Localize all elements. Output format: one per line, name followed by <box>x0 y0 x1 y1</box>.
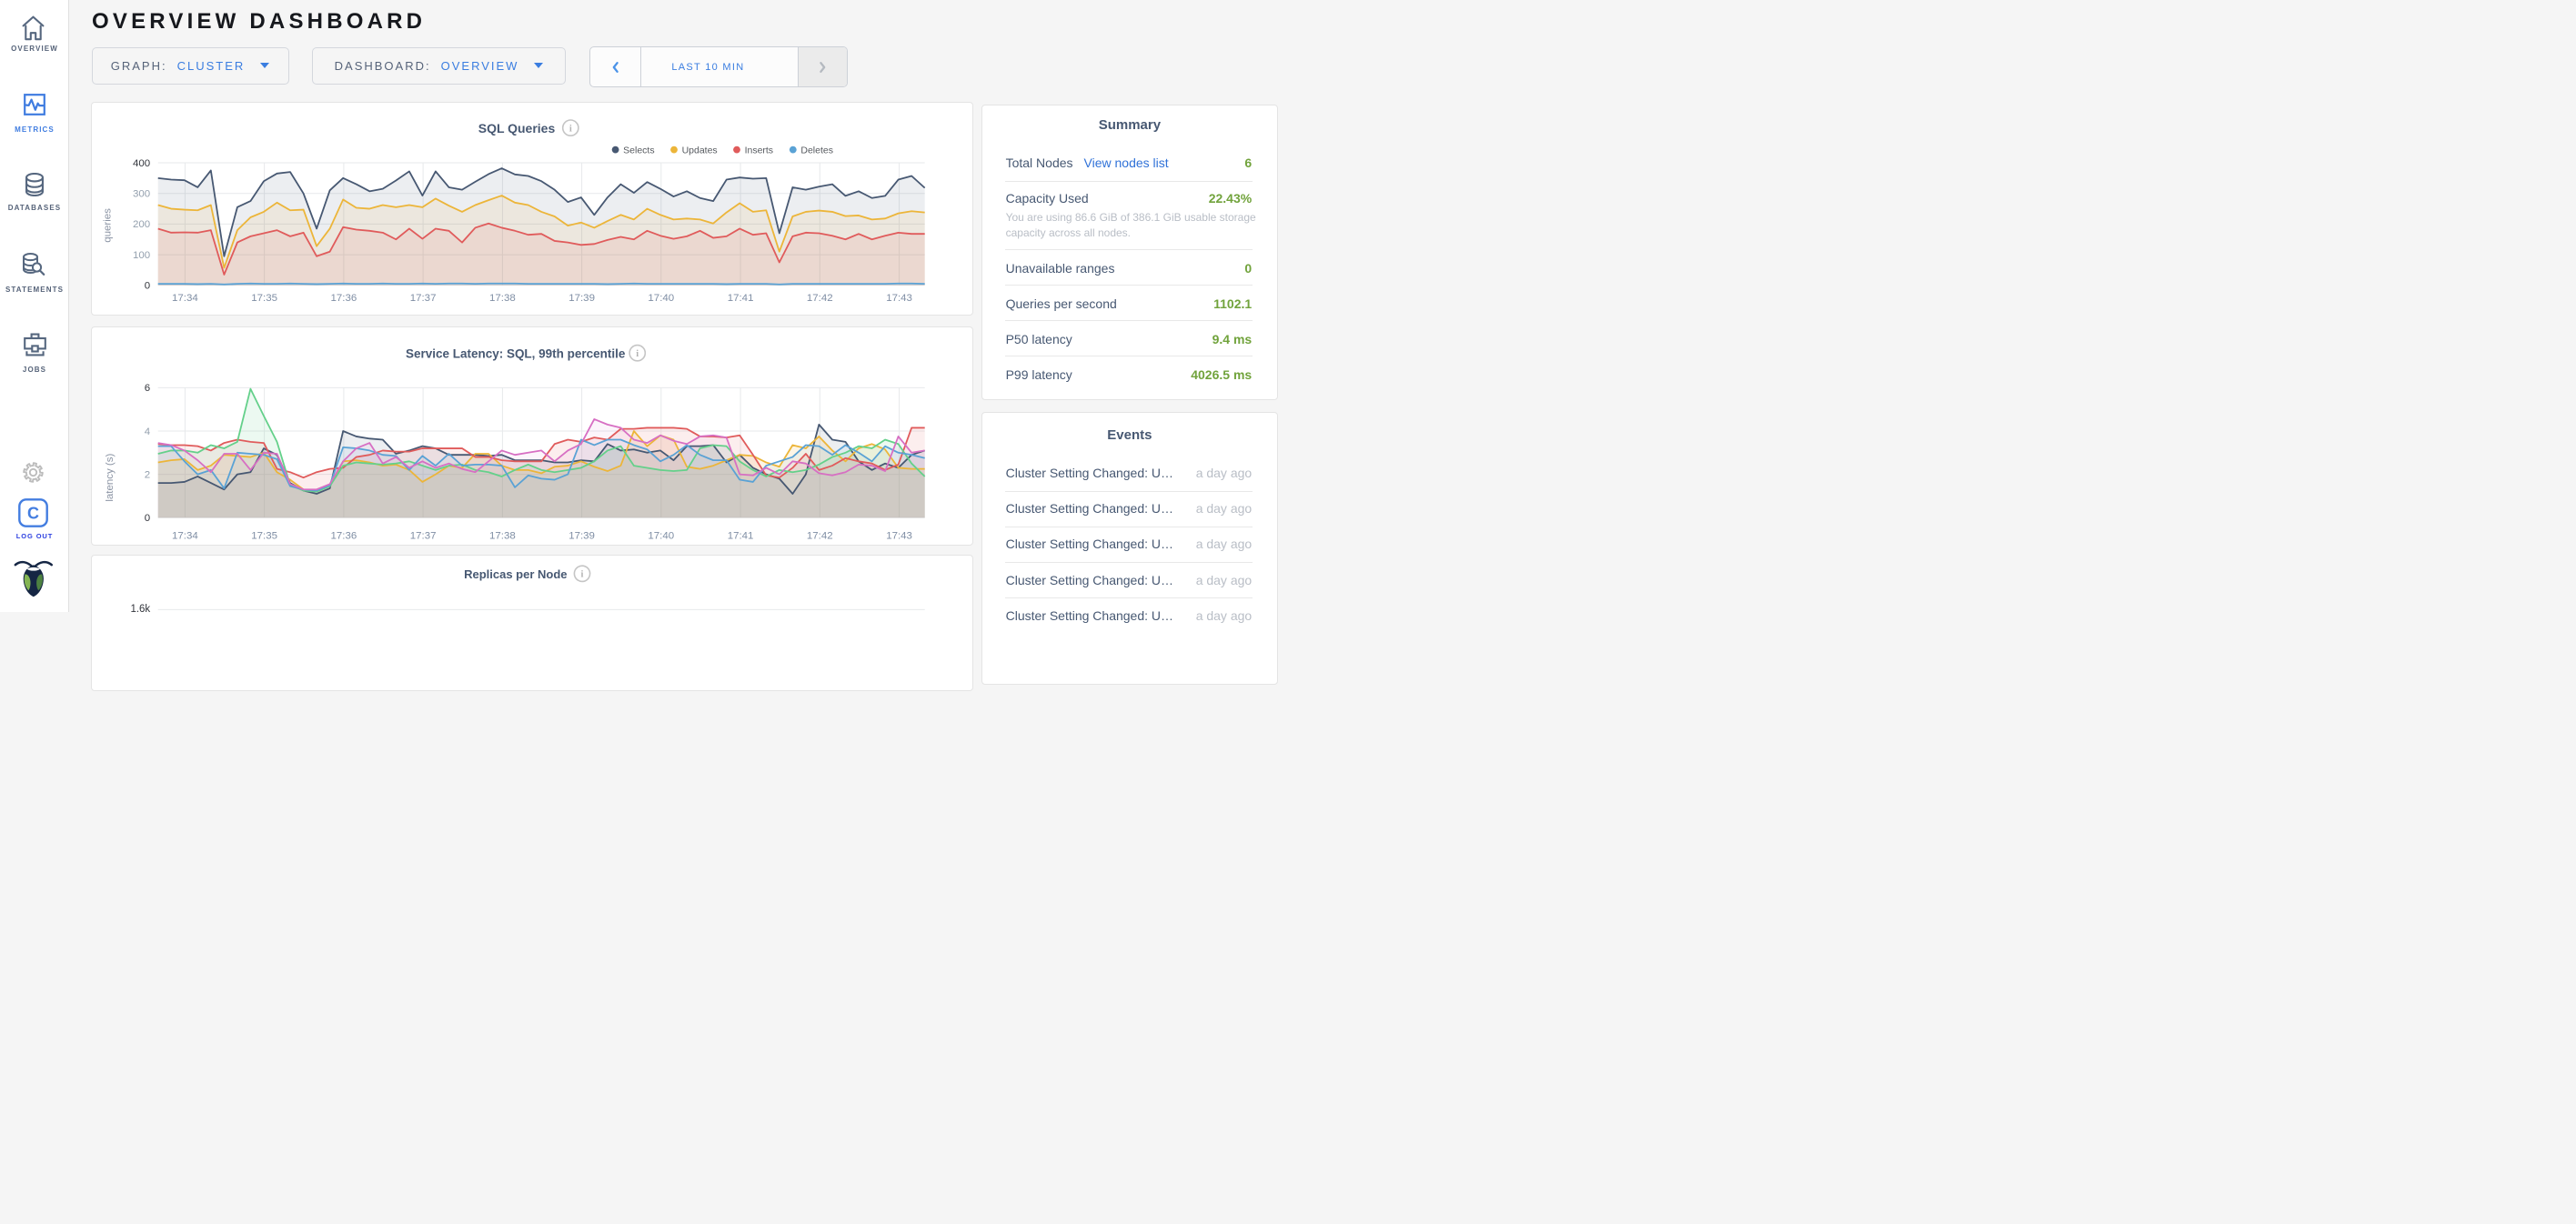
svg-text:17:38: 17:38 <box>489 530 516 541</box>
svg-text:17:39: 17:39 <box>569 293 596 304</box>
svg-text:17:35: 17:35 <box>252 293 278 304</box>
svg-text:queries: queries <box>103 207 114 242</box>
svg-text:latency (s): latency (s) <box>106 454 116 502</box>
svg-text:17:42: 17:42 <box>807 530 833 541</box>
svg-text:17:37: 17:37 <box>410 293 437 304</box>
svg-text:200: 200 <box>133 219 150 230</box>
svg-text:17:39: 17:39 <box>569 530 596 541</box>
svg-text:2: 2 <box>145 469 150 480</box>
svg-text:17:41: 17:41 <box>728 293 754 304</box>
svg-text:17:36: 17:36 <box>331 293 357 304</box>
svg-text:17:43: 17:43 <box>887 530 913 541</box>
svg-text:0: 0 <box>145 513 150 524</box>
svg-text:6: 6 <box>145 383 150 394</box>
svg-text:i: i <box>569 124 572 134</box>
svg-text:SQL Queries: SQL Queries <box>478 120 556 135</box>
svg-text:17:37: 17:37 <box>410 530 437 541</box>
svg-text:i: i <box>581 570 584 580</box>
svg-text:Updates: Updates <box>682 145 718 156</box>
svg-text:17:42: 17:42 <box>807 293 833 304</box>
svg-text:Replicas per Node: Replicas per Node <box>464 567 567 581</box>
svg-text:0: 0 <box>145 280 150 291</box>
svg-text:i: i <box>637 349 639 359</box>
svg-text:Service Latency: SQL, 99th per: Service Latency: SQL, 99th percentile <box>406 346 626 360</box>
svg-text:17:34: 17:34 <box>172 530 198 541</box>
svg-text:Selects: Selects <box>623 145 654 156</box>
svg-text:17:36: 17:36 <box>331 530 357 541</box>
svg-text:Inserts: Inserts <box>745 145 773 156</box>
svg-text:17:38: 17:38 <box>489 293 516 304</box>
svg-text:17:34: 17:34 <box>172 293 198 304</box>
svg-text:C: C <box>27 505 39 523</box>
svg-text:300: 300 <box>133 188 150 199</box>
svg-text:17:35: 17:35 <box>252 530 278 541</box>
svg-text:1.6k: 1.6k <box>131 604 151 615</box>
svg-text:400: 400 <box>133 157 150 168</box>
svg-text:17:41: 17:41 <box>728 530 754 541</box>
svg-text:17:40: 17:40 <box>649 530 675 541</box>
svg-text:17:40: 17:40 <box>649 293 675 304</box>
svg-text:4: 4 <box>145 426 151 437</box>
svg-text:100: 100 <box>133 250 150 261</box>
svg-text:Deletes: Deletes <box>801 145 834 156</box>
svg-text:17:43: 17:43 <box>887 293 913 304</box>
